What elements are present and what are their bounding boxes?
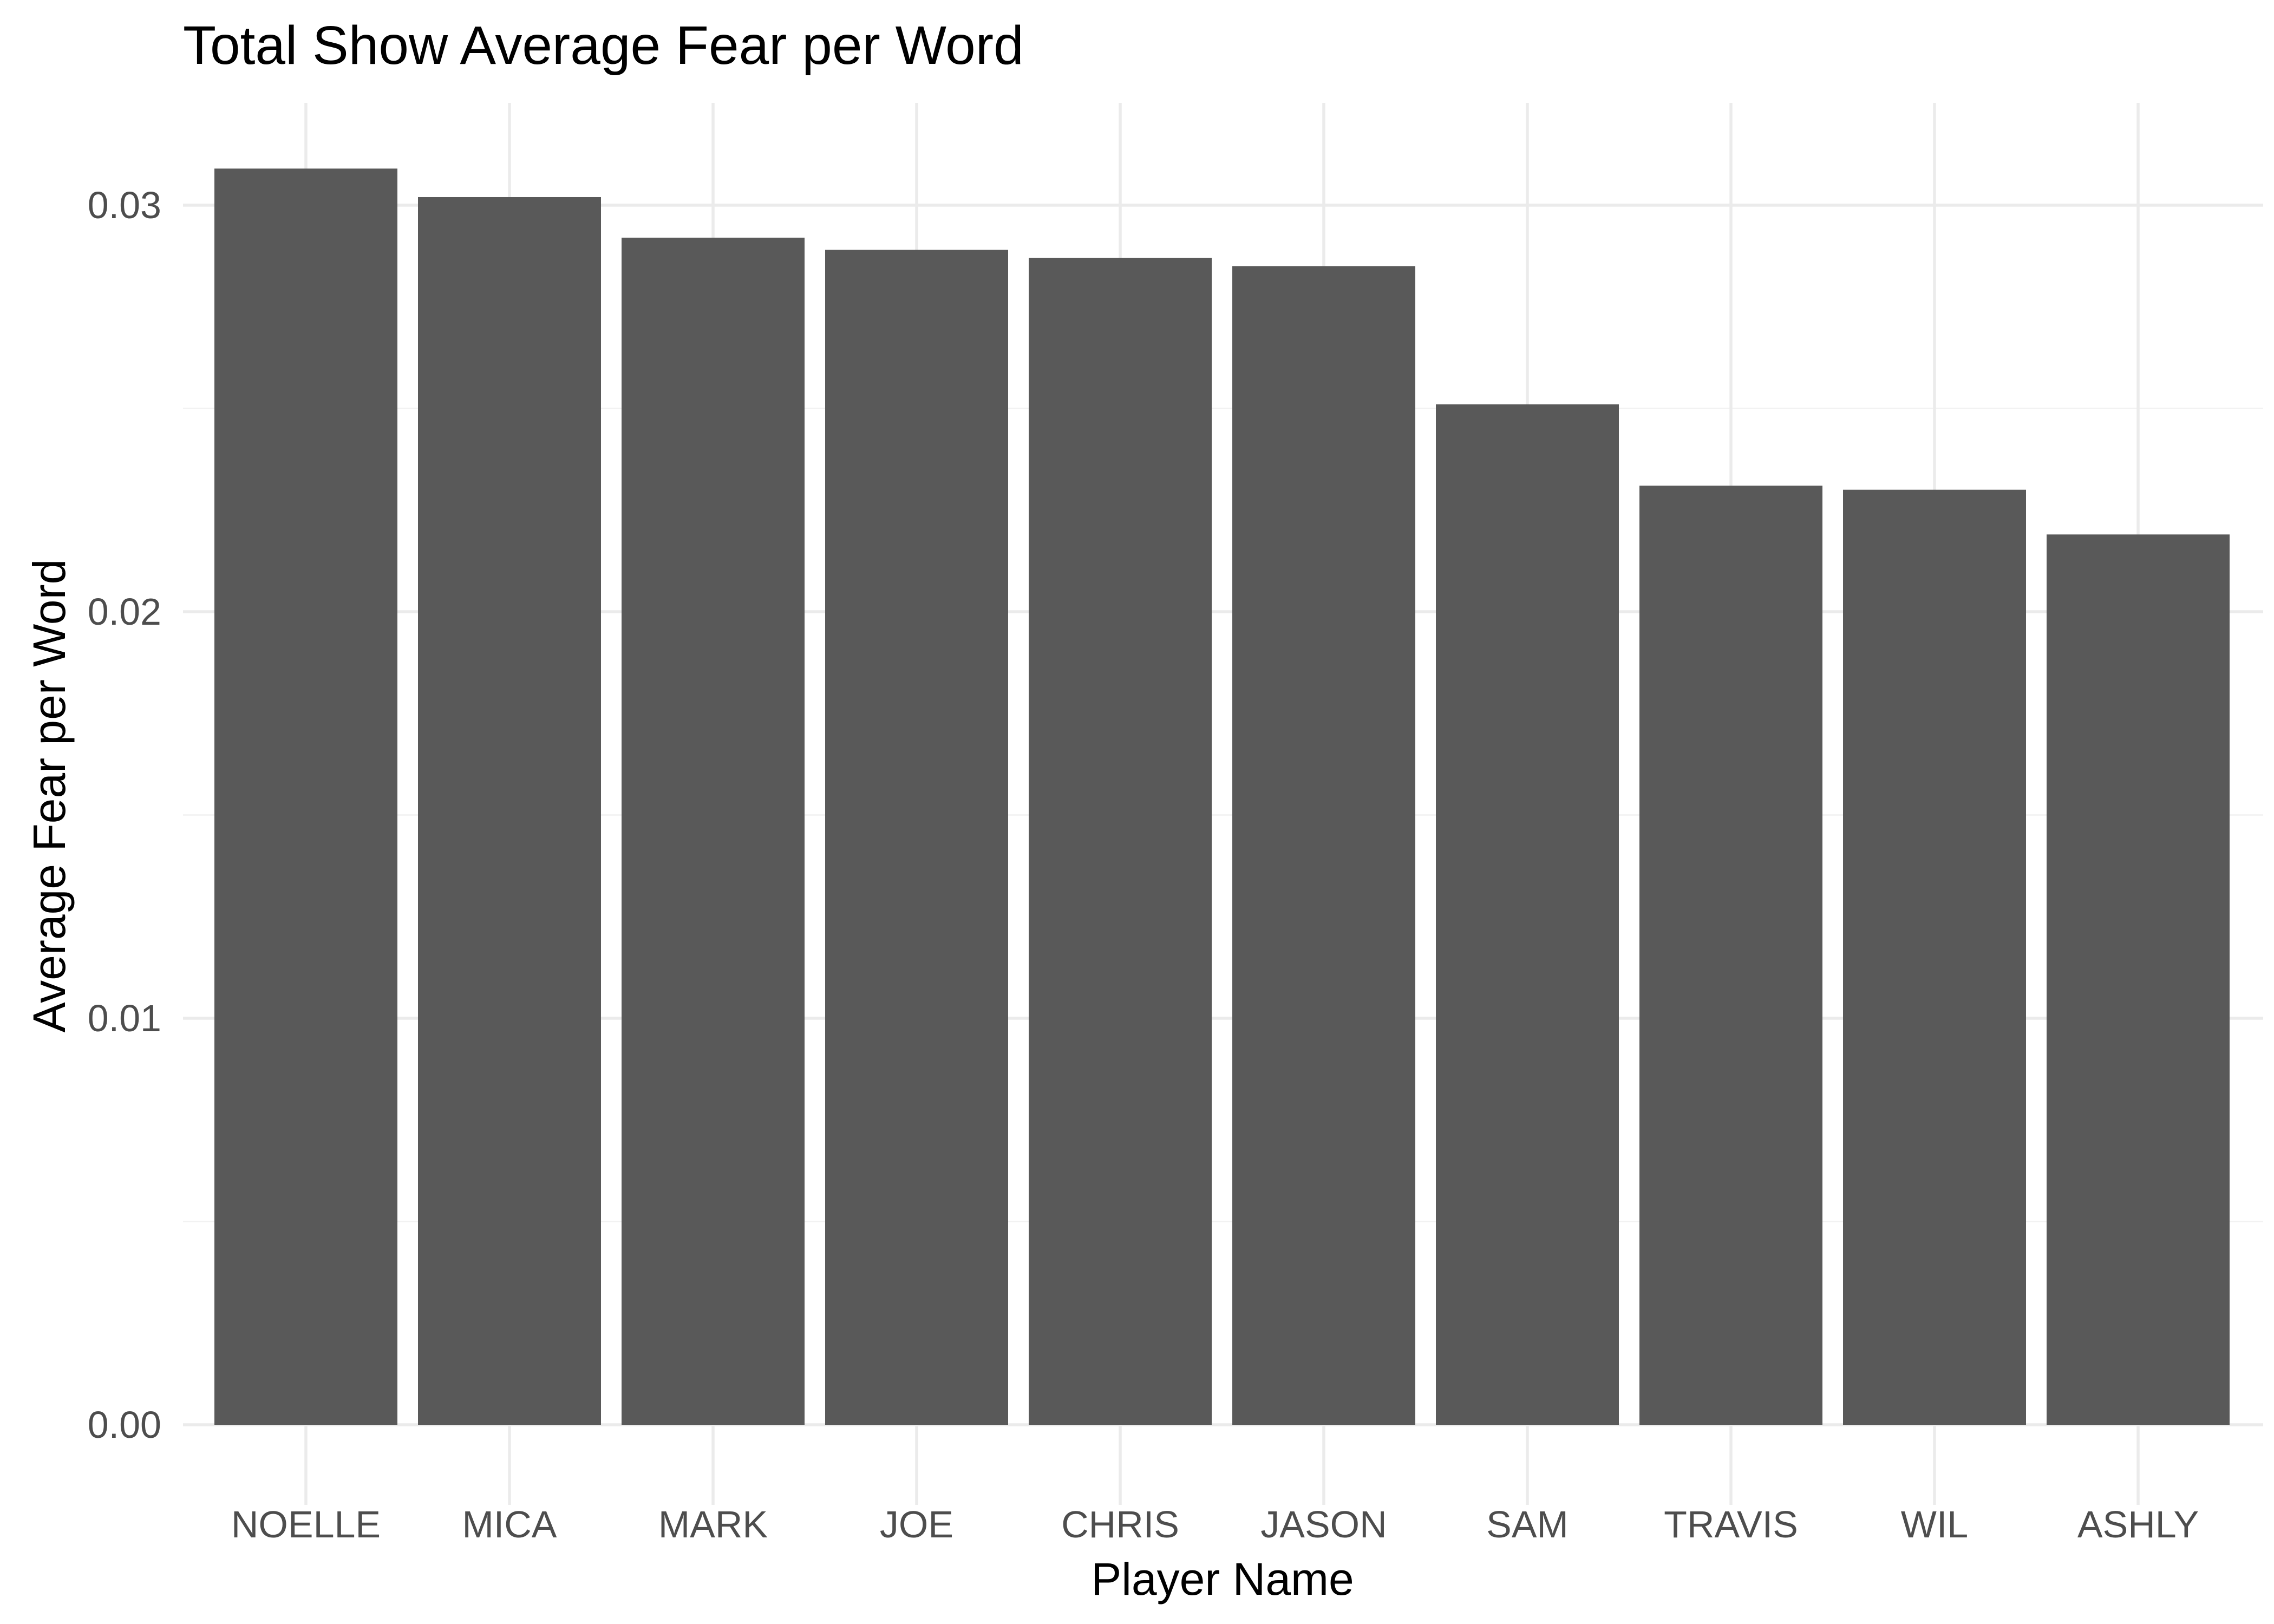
bar-mark bbox=[622, 238, 805, 1425]
x-tick-label: JOE bbox=[880, 1503, 953, 1546]
y-tick-label: 0.00 bbox=[88, 1404, 161, 1446]
bar-mica bbox=[418, 197, 601, 1425]
bar-travis bbox=[1639, 486, 1822, 1425]
x-tick-label: SAM bbox=[1486, 1503, 1569, 1546]
x-tick-label: WIL bbox=[1901, 1503, 1968, 1546]
bar-joe bbox=[825, 250, 1008, 1425]
y-tick-label: 0.01 bbox=[88, 997, 161, 1039]
x-tick-label: JASON bbox=[1260, 1503, 1387, 1546]
y-axis-ticks: 0.00 0.01 0.02 0.03 bbox=[88, 184, 161, 1446]
bar-wil bbox=[1843, 489, 2026, 1425]
chart-title: Total Show Average Fear per Word bbox=[183, 15, 1024, 76]
x-tick-label: MARK bbox=[658, 1503, 768, 1546]
y-tick-label: 0.03 bbox=[88, 184, 161, 226]
x-axis-ticks: NOELLE MICA MARK JOE CHRIS JASON SAM TRAVIS WIL A… bbox=[231, 1503, 2199, 1546]
y-axis-title: Average Fear per Word bbox=[24, 559, 75, 1033]
x-axis-title: Player Name bbox=[1091, 1554, 1354, 1605]
x-tick-label: MICA bbox=[462, 1503, 557, 1546]
bar-noelle bbox=[214, 168, 397, 1425]
x-tick-label: TRAVIS bbox=[1664, 1503, 1798, 1546]
bar-sam bbox=[1436, 404, 1619, 1425]
bar-ashly bbox=[2047, 534, 2230, 1425]
x-tick-label: NOELLE bbox=[231, 1503, 381, 1546]
bar-jason bbox=[1232, 266, 1415, 1425]
bars bbox=[214, 168, 2230, 1425]
y-tick-label: 0.02 bbox=[88, 591, 161, 633]
x-tick-label: ASHLY bbox=[2077, 1503, 2199, 1546]
bar-chris bbox=[1029, 258, 1212, 1425]
x-tick-label: CHRIS bbox=[1061, 1503, 1179, 1546]
